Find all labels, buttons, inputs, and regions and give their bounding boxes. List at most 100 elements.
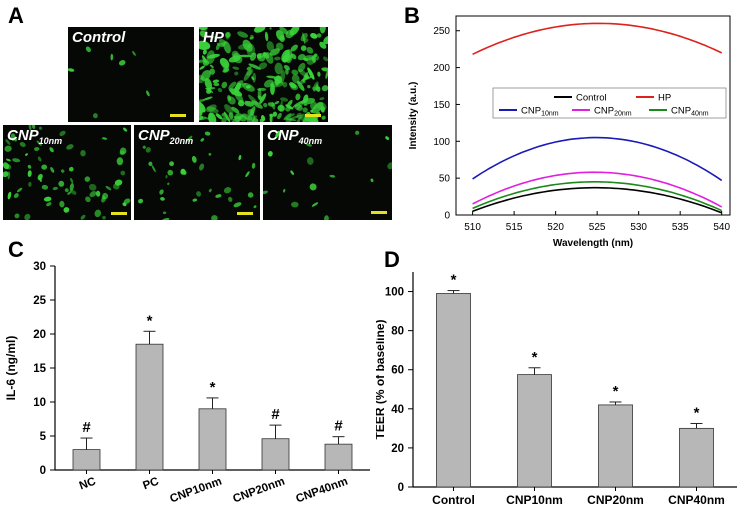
x-tick-label: CNP40nm <box>294 476 349 506</box>
fluorescent-cell <box>225 31 231 38</box>
fluorescent-cell <box>292 100 303 108</box>
fluorescent-cell <box>229 88 243 97</box>
fluorescent-cell <box>246 66 252 71</box>
fluorescent-cell <box>275 130 281 138</box>
fluorescent-cell <box>316 56 320 61</box>
plot-frame <box>455 15 731 216</box>
significance-marker: # <box>82 419 91 436</box>
x-tick-label: NC <box>78 476 98 493</box>
fluorescent-cell <box>291 201 299 208</box>
fluorescent-cell <box>297 62 306 73</box>
scale-bar <box>237 212 253 215</box>
fluorescent-cell <box>95 190 101 197</box>
x-tick-label: CNP20nm <box>587 493 644 507</box>
fluorescent-cell <box>52 186 58 191</box>
panel-label-c: C <box>8 237 24 262</box>
fluorescent-cell <box>228 112 234 119</box>
fluorescent-cell <box>285 104 294 110</box>
fluorescent-cell <box>279 100 283 113</box>
fluorescent-cell <box>24 213 31 220</box>
scale-bar <box>111 212 127 215</box>
bar <box>324 443 353 471</box>
series-line <box>472 22 723 56</box>
fluorescent-cell <box>248 63 261 70</box>
fluorescent-cell <box>102 215 106 220</box>
fluorescent-cell <box>132 50 136 56</box>
fluorescent-cell <box>202 96 213 101</box>
fluorescent-cell <box>64 188 69 193</box>
fluorescent-cell <box>110 53 114 61</box>
fluorescent-cell <box>290 44 298 52</box>
y-tick-label: 0 <box>40 465 46 477</box>
fluorescent-cell <box>167 169 174 176</box>
fluorescent-cell <box>159 189 164 195</box>
fluorescent-cell <box>101 137 108 140</box>
y-tick-label: 20 <box>391 443 404 455</box>
fluorescent-cell <box>204 131 211 136</box>
y-tick-label: 60 <box>391 365 404 377</box>
fluorescent-cell <box>68 68 75 72</box>
y-tick-label: 100 <box>433 137 450 148</box>
y-tick-label: 0 <box>398 482 404 494</box>
significance-marker: # <box>271 406 280 423</box>
y-tick-label: 80 <box>391 326 404 338</box>
fluorescent-cell <box>85 196 91 203</box>
fluorescent-cell <box>38 126 43 130</box>
fluorescent-cell <box>192 198 198 202</box>
fluorescent-cell <box>289 114 302 120</box>
fluorescent-cell <box>300 76 313 81</box>
bar <box>135 343 164 471</box>
bar <box>72 449 101 471</box>
fluorescent-cell <box>221 112 227 117</box>
y-tick-label: 50 <box>439 174 451 185</box>
fluorescent-cell <box>312 86 317 91</box>
fluorescent-cell <box>80 150 86 157</box>
fluorescent-cell <box>267 151 273 157</box>
cell-fluorescence <box>138 131 257 220</box>
significance-marker: * <box>147 312 153 329</box>
fluorescent-cell <box>250 52 257 61</box>
fluorescent-cell <box>236 80 244 87</box>
fluorescent-cell <box>68 166 74 172</box>
fluorescent-cell <box>41 164 48 170</box>
fluorescent-cell <box>84 176 91 182</box>
fluorescent-cell <box>27 164 32 169</box>
fluorescent-cell <box>199 99 205 103</box>
micrograph-label: CNP40nm <box>267 127 323 146</box>
fluorescent-cell <box>88 183 97 191</box>
fluorescent-cell <box>5 163 12 170</box>
fluorescent-cell <box>37 156 42 162</box>
fluorescent-cell <box>273 77 280 83</box>
fluorescent-cell <box>231 106 240 114</box>
significance-marker: * <box>210 379 216 396</box>
fluorescent-cell <box>14 213 20 219</box>
fluorescent-cell <box>92 113 98 119</box>
fluorescent-cell <box>123 198 131 204</box>
fluorescent-cell <box>245 85 251 89</box>
fluorescent-cell <box>161 217 170 220</box>
fluorescent-cell <box>283 188 286 193</box>
panel-label-a: A <box>8 3 24 28</box>
fluorescent-cell <box>302 107 308 113</box>
fluorescent-cell <box>300 32 308 42</box>
micrograph-cnp-20nm: CNP20nm <box>134 125 260 220</box>
y-tick-label: 100 <box>385 287 404 299</box>
fluorescent-cell <box>180 168 186 175</box>
y-axis-label: IL-6 (ng/ml) <box>4 336 18 401</box>
cell-fluorescence <box>3 125 131 220</box>
fluorescent-cell <box>12 158 21 163</box>
fluorescent-cell <box>296 116 302 122</box>
scale-bar <box>305 114 321 117</box>
fluorescent-cell <box>223 187 232 194</box>
panel-label-d: D <box>384 247 400 272</box>
fluorescent-cell <box>5 139 11 145</box>
bar <box>198 408 227 471</box>
fluorescent-cell <box>4 145 12 152</box>
fluorescent-cell <box>259 93 267 104</box>
fluorescent-cell <box>169 161 174 167</box>
fluorescent-cell <box>148 161 153 166</box>
fluorescent-cell <box>269 48 280 56</box>
y-tick-label: 250 <box>433 26 450 37</box>
fluorescent-cell <box>67 191 72 195</box>
fluorescent-cell <box>199 163 205 171</box>
